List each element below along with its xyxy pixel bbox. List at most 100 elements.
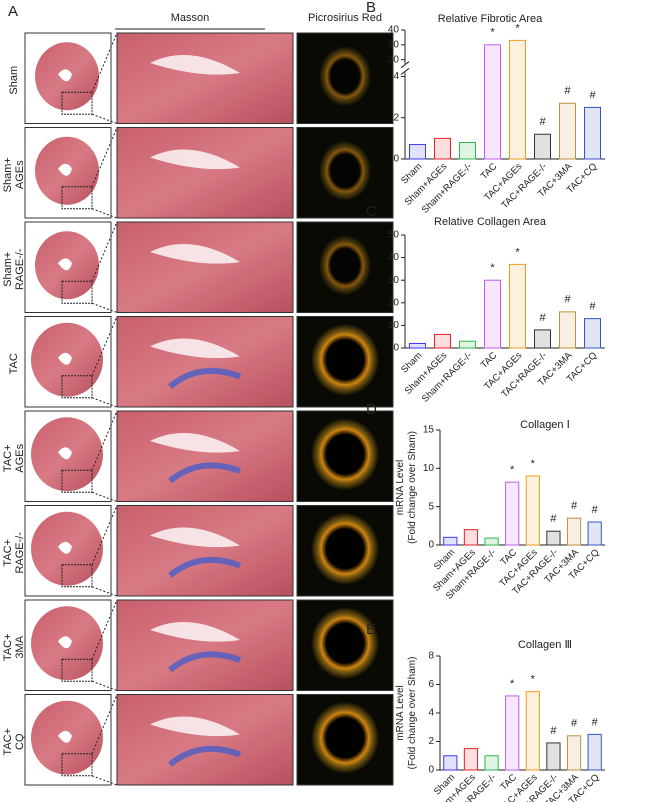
y-tick-label: 15	[423, 425, 435, 436]
bar	[484, 755, 499, 771]
tissue-gap	[150, 244, 240, 264]
masson-zoom	[116, 599, 294, 691]
column-title: Masson	[171, 12, 210, 24]
picro-ring	[311, 323, 379, 396]
tissue-gap	[150, 338, 240, 359]
y-tick-label: 4	[393, 71, 399, 82]
significance-mark: #	[589, 89, 596, 101]
row-label-line: AGEs	[14, 443, 26, 472]
row-label-line: RAGE-/-	[14, 532, 26, 574]
masson-zoom	[116, 505, 294, 597]
y-tick-label: 20	[388, 297, 400, 308]
bar	[443, 755, 458, 771]
row-label: TAC+CQ	[2, 728, 26, 756]
bar	[409, 144, 426, 160]
significance-mark: #	[571, 500, 578, 512]
zoom-box	[61, 280, 93, 304]
tissue-gap	[150, 149, 240, 170]
bar	[459, 141, 476, 160]
y-tick-label: 50	[388, 230, 400, 241]
bar	[484, 537, 499, 546]
zoom-guide	[91, 127, 118, 187]
column-title: Picrosirius Red	[308, 12, 382, 24]
bar	[566, 517, 582, 546]
bar	[463, 748, 479, 771]
fibrosis	[168, 745, 242, 767]
y-tick-label: 10	[423, 463, 435, 474]
significance-mark: #	[589, 301, 596, 313]
significance-mark: #	[564, 85, 571, 97]
picro-ring	[319, 46, 371, 107]
panel-letter: B	[366, 0, 376, 16]
bar	[534, 133, 551, 160]
zoom-guide	[91, 694, 118, 754]
bar	[409, 342, 426, 349]
chart-title: Collagen Ⅲ	[518, 639, 572, 651]
zoom-box	[61, 186, 93, 210]
y-tick-label: 20	[388, 54, 400, 65]
fibrosis	[168, 462, 242, 484]
zoom-guide	[91, 505, 118, 565]
significance-mark: #	[564, 294, 571, 306]
zoom-guide	[91, 775, 118, 786]
y-tick-label: 5	[428, 501, 434, 512]
heart-cavity	[58, 258, 72, 271]
bar	[459, 340, 476, 349]
picro-ring	[311, 607, 379, 680]
row-label: Sham	[8, 66, 20, 95]
y-axis-label-line: (Fold change over Sham)	[407, 431, 418, 544]
row-label: TAC+AGEs	[2, 443, 26, 472]
panel-letter: E	[366, 621, 376, 638]
bar	[587, 521, 602, 546]
bar	[463, 529, 479, 546]
heart-cavity	[58, 730, 72, 743]
zoom-box	[61, 564, 93, 588]
significance-mark: *	[531, 458, 536, 470]
axis-break	[400, 68, 410, 75]
row-label-line: TAC+	[2, 444, 14, 472]
tissue-gap	[150, 55, 240, 75]
row-label-line: AGEs	[14, 160, 26, 189]
zoom-guide	[91, 316, 118, 376]
significance-mark: #	[539, 116, 546, 128]
bar	[484, 279, 501, 349]
row-label-line: TAC+	[2, 728, 14, 756]
axis-break	[400, 61, 410, 69]
x-tick-label: TAC	[479, 161, 500, 182]
bar	[525, 691, 540, 771]
masson-zoom	[116, 410, 294, 502]
y-axis-label: mRNA Level(Fold change over Sham)	[395, 431, 418, 544]
y-tick-label: 0	[393, 343, 399, 354]
zoom-guide	[91, 680, 118, 691]
bar	[584, 318, 601, 349]
fibrosis	[168, 556, 242, 578]
picro-ring	[319, 140, 371, 201]
bar	[525, 475, 540, 546]
panel-letter: A	[8, 3, 18, 20]
zoom-guide	[91, 491, 118, 502]
y-axis-label-line: mRNA Level	[395, 685, 406, 741]
row-label-line: TAC	[8, 353, 20, 374]
masson-zoom	[116, 32, 294, 124]
zoom-guide	[91, 397, 118, 408]
tissue-gap	[150, 622, 240, 642]
zoom-box	[61, 753, 93, 777]
bar	[484, 44, 501, 160]
picro-ring	[319, 235, 371, 296]
zoom-guide	[91, 410, 118, 471]
row-label-line: Sham	[8, 66, 20, 95]
tissue-gap	[150, 527, 240, 548]
y-tick-label: 2	[428, 736, 434, 747]
masson-zoom	[116, 694, 294, 786]
bar	[505, 695, 520, 771]
zoom-guide	[91, 302, 118, 313]
significance-mark: #	[592, 716, 599, 728]
bar	[443, 536, 458, 546]
row-label-line: Sham+	[2, 252, 14, 287]
y-axis-label: mRNA Level(Fold change over Sham)	[395, 657, 418, 770]
y-tick-label: 0	[428, 765, 434, 776]
significance-mark: *	[490, 27, 495, 39]
heart-cavity	[58, 447, 72, 460]
bar	[584, 106, 601, 160]
